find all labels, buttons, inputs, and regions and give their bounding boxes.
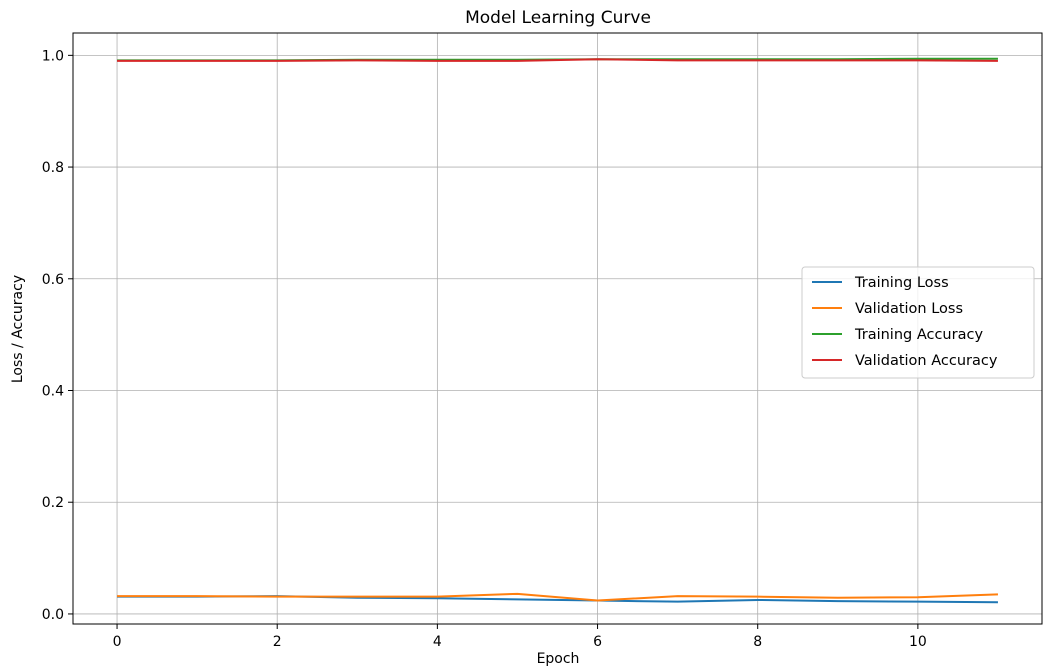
plot-frame	[72, 32, 1043, 625]
y-tick-label: 1.0	[42, 48, 64, 64]
legend-label-training-loss: Training Loss	[854, 275, 949, 291]
x-axis-label: Epoch	[537, 651, 580, 667]
y-tick-label: 0.8	[42, 160, 64, 176]
x-tick-label: 8	[753, 634, 762, 650]
y-tick-label: 0.4	[42, 384, 64, 400]
legend: Training Loss Validation Loss Training Acc…	[801, 266, 1035, 379]
y-tick-label: 0.6	[42, 272, 64, 288]
series-lines	[117, 57, 998, 604]
legend-label-validation-accuracy: Validation Accuracy	[855, 353, 998, 369]
x-tick-label: 6	[593, 634, 602, 650]
y-axis-label: Loss / Accuracy	[10, 275, 26, 383]
y-tick-label: 0.0	[42, 607, 64, 623]
legend-box	[801, 266, 1035, 379]
x-tick-label: 0	[113, 634, 122, 650]
axis-ticks: 0 2 4 6 8 10 0.0 0.2 0.4 0.6 0.8 1.0	[42, 48, 927, 650]
series-line-validation-loss	[117, 592, 998, 602]
y-tick-label: 0.2	[42, 495, 64, 511]
series-line-validation-accuracy	[117, 58, 998, 62]
legend-label-validation-loss: Validation Loss	[855, 301, 963, 317]
chart-title: Model Learning Curve	[465, 8, 651, 28]
x-tick-label: 2	[273, 634, 282, 650]
legend-label-training-accuracy: Training Accuracy	[854, 327, 983, 343]
x-tick-label: 4	[433, 634, 442, 650]
x-tick-label: 10	[909, 634, 927, 650]
